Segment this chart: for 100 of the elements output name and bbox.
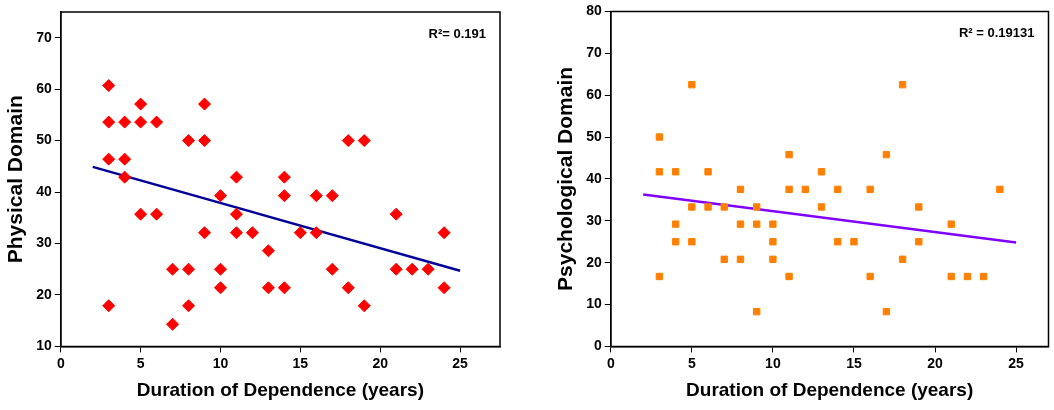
point (785, 150, 793, 159)
y-axis-title: Physical Domain (3, 95, 27, 264)
point (834, 185, 842, 194)
point (963, 272, 972, 281)
x-tick-label: 25 (1008, 354, 1025, 371)
point (817, 168, 826, 176)
point (357, 299, 371, 313)
point (182, 299, 196, 313)
annotation: R²= 0.191 (428, 26, 486, 42)
point (655, 272, 664, 281)
point (915, 203, 923, 211)
point (850, 238, 858, 246)
point (118, 152, 132, 166)
point (688, 238, 696, 246)
point (882, 307, 891, 316)
point (437, 226, 451, 240)
point (769, 255, 777, 263)
point (389, 207, 403, 221)
point (688, 81, 696, 89)
y-tick-label: 10 (36, 337, 52, 354)
point (704, 168, 712, 176)
y-tick-label: 60 (36, 80, 52, 97)
point (150, 115, 164, 129)
point (309, 226, 323, 240)
point (753, 307, 761, 316)
y-tick-label: 50 (586, 127, 602, 144)
point (245, 226, 259, 240)
x-tick-label: 25 (452, 354, 469, 371)
annotation: R² = 0.19131 (958, 25, 1035, 41)
x-tick-label: 0 (606, 354, 615, 371)
y-tick-label: 50 (36, 131, 52, 148)
point (150, 207, 164, 221)
point (102, 79, 116, 93)
point (213, 262, 227, 276)
point (261, 244, 275, 258)
point (118, 115, 132, 129)
y-axis-title: Psychological Domain (553, 66, 577, 291)
point (309, 189, 323, 203)
point (753, 203, 761, 211)
point (947, 220, 955, 228)
x-axis-title: Duration of Dependence (years) (136, 378, 424, 400)
point (198, 134, 212, 148)
point (341, 281, 355, 295)
point (198, 226, 212, 240)
point (769, 220, 777, 228)
point (769, 238, 777, 246)
point (437, 281, 451, 295)
x-axis-title: Duration of Dependence (years) (686, 378, 974, 400)
point (341, 134, 355, 148)
point (261, 281, 275, 295)
point (996, 185, 1004, 194)
point (229, 170, 243, 184)
point (736, 185, 745, 194)
y-tick-label: 70 (36, 28, 52, 45)
point (166, 262, 180, 276)
point (736, 255, 745, 263)
point (325, 262, 339, 276)
point (198, 97, 212, 111)
point (655, 168, 664, 176)
point (979, 272, 988, 281)
x-tick-label: 20 (372, 354, 389, 371)
point (213, 189, 227, 203)
point (866, 272, 874, 281)
point (166, 317, 180, 331)
point (182, 134, 196, 148)
y-tick-label: 40 (586, 169, 602, 186)
point (671, 238, 680, 246)
point (882, 150, 891, 159)
point (866, 185, 874, 194)
point (753, 220, 761, 228)
x-tick-label: 5 (687, 354, 696, 371)
point (655, 133, 664, 141)
point (134, 207, 148, 221)
point (357, 134, 371, 148)
point (720, 203, 728, 211)
point (389, 262, 403, 276)
y-tick-label: 10 (586, 295, 602, 312)
y-tick-label: 80 (586, 2, 602, 19)
point (134, 97, 148, 111)
point (421, 262, 435, 276)
y-tick-label: 30 (36, 234, 52, 251)
point (720, 255, 728, 263)
point (134, 115, 148, 129)
point (671, 220, 680, 228)
x-tick-label: 20 (927, 354, 944, 371)
y-tick-label: 60 (586, 86, 602, 103)
point (785, 185, 793, 194)
point (671, 168, 680, 176)
point (213, 281, 227, 295)
point (277, 281, 291, 295)
point (102, 152, 116, 166)
point (898, 255, 907, 263)
point (182, 262, 196, 276)
point (229, 226, 243, 240)
point (736, 220, 745, 228)
y-tick-label: 20 (586, 253, 602, 270)
point (293, 226, 307, 240)
point (229, 207, 243, 221)
point (118, 170, 132, 184)
x-tick-label: 15 (846, 354, 862, 371)
